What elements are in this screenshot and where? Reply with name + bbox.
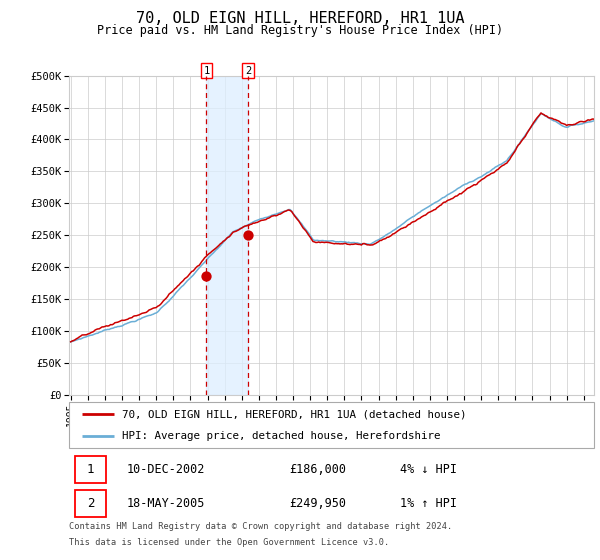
Text: 18-MAY-2005: 18-MAY-2005 xyxy=(127,497,205,510)
Bar xyxy=(206,76,248,395)
Text: 70, OLD EIGN HILL, HEREFORD, HR1 1UA (detached house): 70, OLD EIGN HILL, HEREFORD, HR1 1UA (de… xyxy=(121,409,466,419)
Text: 70, OLD EIGN HILL, HEREFORD, HR1 1UA: 70, OLD EIGN HILL, HEREFORD, HR1 1UA xyxy=(136,11,464,26)
Text: 4% ↓ HPI: 4% ↓ HPI xyxy=(400,463,457,477)
Text: Price paid vs. HM Land Registry's House Price Index (HPI): Price paid vs. HM Land Registry's House … xyxy=(97,24,503,36)
Text: £249,950: £249,950 xyxy=(290,497,347,510)
Text: Contains HM Land Registry data © Crown copyright and database right 2024.: Contains HM Land Registry data © Crown c… xyxy=(69,522,452,531)
Text: 1% ↑ HPI: 1% ↑ HPI xyxy=(400,497,457,510)
Text: 1: 1 xyxy=(203,66,209,76)
Text: £186,000: £186,000 xyxy=(290,463,347,477)
FancyBboxPatch shape xyxy=(69,402,594,448)
Text: 2: 2 xyxy=(87,497,94,510)
FancyBboxPatch shape xyxy=(76,490,106,517)
Text: 1: 1 xyxy=(87,463,94,477)
Point xyxy=(244,231,253,240)
Text: 10-DEC-2002: 10-DEC-2002 xyxy=(127,463,205,477)
Text: HPI: Average price, detached house, Herefordshire: HPI: Average price, detached house, Here… xyxy=(121,431,440,441)
Text: 2: 2 xyxy=(245,66,251,76)
Point xyxy=(202,272,211,281)
Text: This data is licensed under the Open Government Licence v3.0.: This data is licensed under the Open Gov… xyxy=(69,538,389,547)
FancyBboxPatch shape xyxy=(76,456,106,483)
